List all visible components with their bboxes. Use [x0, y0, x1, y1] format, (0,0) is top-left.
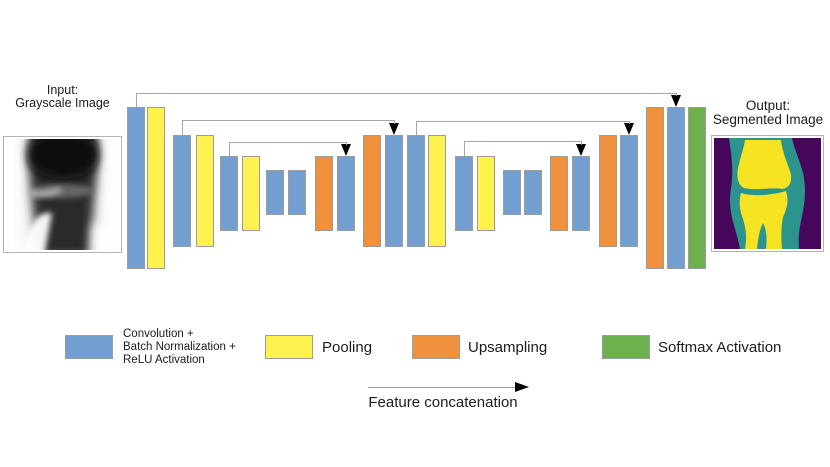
input-xray-image — [3, 136, 122, 253]
input-title: Input: Grayscale Image — [15, 83, 110, 111]
legend-label-pooling: Pooling — [322, 339, 373, 356]
skip-connection-wire — [346, 142, 347, 145]
conv-layer-bar — [127, 107, 145, 269]
legend-label-softmax: Softmax Activation — [658, 339, 782, 356]
skip-connection-wire — [416, 121, 417, 135]
segmentation-graphic — [714, 138, 821, 249]
legend-label-convolution: Convolution + Batch Normalization + ReLU… — [123, 328, 236, 366]
upsample-layer-bar — [599, 135, 617, 247]
legend-swatch-pooling — [265, 335, 313, 359]
skip-connection-wire — [464, 141, 465, 156]
conv-layer-bar — [385, 135, 403, 247]
pool-layer-bar — [147, 107, 165, 269]
segmentation-femur-region — [737, 140, 792, 190]
conv-layer-bar — [667, 107, 685, 269]
conv-layer-bar — [455, 156, 473, 231]
skip-connection-wire — [182, 120, 183, 135]
skip-connection-wire — [229, 142, 347, 143]
conv-layer-bar — [620, 135, 638, 247]
upsample-layer-bar — [646, 107, 664, 269]
conv-layer-bar — [288, 170, 306, 215]
skip-connection-wire — [416, 121, 630, 122]
legend-swatch-convolution — [65, 335, 113, 359]
pool-layer-bar — [196, 135, 214, 247]
upsample-layer-bar — [550, 156, 568, 231]
architecture-diagram — [127, 93, 706, 269]
pool-layer-bar — [477, 156, 495, 231]
upsample-layer-bar — [363, 135, 381, 247]
skip-connection-wire — [136, 93, 677, 94]
output-title: Output: Segmented Image — [712, 98, 824, 128]
skip-connection-wire — [136, 93, 137, 107]
skip-arrowhead-icon — [340, 144, 351, 156]
skip-arrowhead-icon — [670, 95, 681, 107]
skip-connection-wire — [581, 141, 582, 145]
conv-layer-bar — [337, 156, 355, 231]
legend-swatch-upsampling — [412, 335, 460, 359]
skip-arrowhead-icon — [388, 123, 399, 135]
concat-arrowhead-icon — [515, 382, 529, 392]
xray-graphic — [6, 139, 119, 250]
conv-layer-bar — [407, 135, 425, 247]
skip-arrowhead-icon — [623, 123, 634, 135]
skip-connection-wire — [676, 93, 677, 96]
skip-connection-wire — [394, 120, 395, 124]
softmax-layer-bar — [688, 107, 706, 269]
skip-connection-wire — [464, 141, 582, 142]
segmentation-tibia-region — [739, 191, 788, 249]
skip-connection-wire — [629, 121, 630, 124]
legend-swatch-softmax — [602, 335, 650, 359]
conv-layer-bar — [220, 156, 238, 231]
skip-connection-wire — [229, 142, 230, 156]
output-segmented-image — [711, 135, 824, 252]
conv-layer-bar — [572, 156, 590, 231]
conv-layer-bar — [173, 135, 191, 247]
concat-arrow-line — [368, 387, 516, 388]
upsample-layer-bar — [315, 156, 333, 231]
conv-layer-bar — [266, 170, 284, 215]
pool-layer-bar — [428, 135, 446, 247]
concat-label: Feature concatenation — [368, 394, 518, 411]
conv-layer-bar — [524, 170, 542, 215]
skip-arrowhead-icon — [575, 144, 586, 156]
pool-layer-bar — [242, 156, 260, 231]
legend-label-upsampling: Upsampling — [468, 339, 548, 356]
skip-connection-wire — [182, 120, 395, 121]
conv-layer-bar — [503, 170, 521, 215]
